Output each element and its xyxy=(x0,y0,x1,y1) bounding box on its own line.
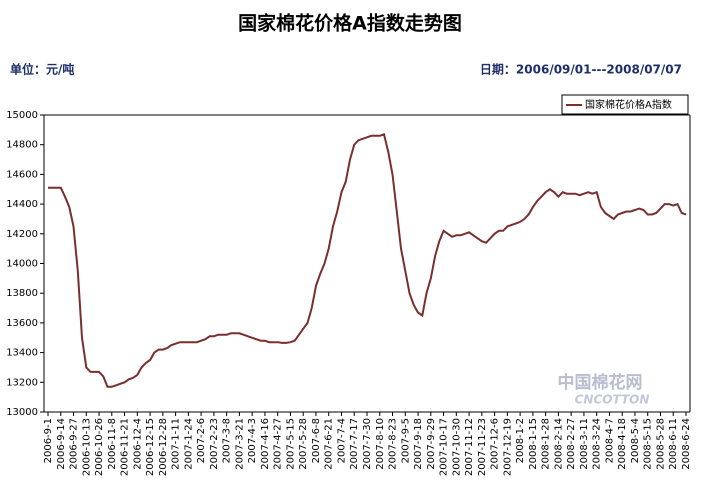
x-tick-label: 2007-10-30 xyxy=(451,418,462,476)
y-tick-label: 14600 xyxy=(6,169,38,180)
x-tick-label: 2007-8-23 xyxy=(388,418,399,470)
y-tick-label: 14800 xyxy=(6,140,38,151)
x-tick-label: 2008-4-18 xyxy=(617,418,628,470)
watermark-sub: CNCOTTON xyxy=(575,393,650,407)
y-tick-label: 15000 xyxy=(6,110,38,121)
x-tick-label: 2007-7-17 xyxy=(349,418,360,470)
y-tick-label: 14000 xyxy=(6,259,38,270)
x-tick-label: 2007-9-5 xyxy=(400,418,411,463)
y-tick-label: 13000 xyxy=(6,407,38,418)
x-tick-label: 2006-9-27 xyxy=(69,418,80,470)
unit-label: 单位：元/吨 xyxy=(10,62,74,77)
legend-label: 国家棉花价格A指数 xyxy=(585,98,672,111)
x-tick-label: 2008-2-27 xyxy=(566,418,577,470)
y-tick-label: 14400 xyxy=(6,199,38,210)
x-tick-label: 2006-12-4 xyxy=(132,418,143,470)
x-tick-label: 2006-11-8 xyxy=(107,418,118,470)
watermark: 中国棉花网 xyxy=(558,372,643,393)
y-tick-label: 13200 xyxy=(6,377,38,388)
x-tick-label: 2007-9-29 xyxy=(426,418,437,470)
x-tick-label: 2007-9-18 xyxy=(413,418,424,470)
x-tick-label: 2007-11-12 xyxy=(464,418,475,476)
x-tick-label: 2007-2-6 xyxy=(196,418,207,463)
legend-box xyxy=(561,94,689,115)
x-tick-label: 2007-4-27 xyxy=(273,418,284,470)
x-tick-label: 2007-3-8 xyxy=(222,418,233,463)
x-tick-label: 2008-3-11 xyxy=(579,418,590,470)
x-tick-label: 2007-11-23 xyxy=(477,418,488,476)
chart-title: 国家棉花价格A指数走势图 xyxy=(238,12,462,35)
x-tick-label: 2008-5-4 xyxy=(630,418,641,463)
x-tick-label: 2007-4-16 xyxy=(260,418,271,470)
x-tick-label: 2008-6-11 xyxy=(668,418,679,470)
x-tick-label: 2008-1-2 xyxy=(515,418,526,463)
x-tick-label: 2007-8-10 xyxy=(375,418,386,470)
x-tick-label: 2007-10-17 xyxy=(439,418,450,476)
x-tick-label: 2008-5-28 xyxy=(655,418,666,470)
x-tick-label: 2007-7-30 xyxy=(362,418,373,470)
x-tick-label: 2008-1-15 xyxy=(528,418,539,470)
y-tick-label: 13600 xyxy=(6,318,38,329)
x-tick-label: 2006-9-1 xyxy=(43,418,54,463)
x-tick-label: 2006-10-26 xyxy=(94,418,105,476)
x-tick-label: 2007-12-19 xyxy=(502,418,513,476)
x-tick-label: 2006-12-15 xyxy=(145,418,156,476)
x-tick-label: 2007-2-23 xyxy=(209,418,220,470)
x-tick-label: 2007-6-21 xyxy=(324,418,335,470)
y-tick-label: 13400 xyxy=(6,348,38,359)
x-tick-label: 2006-12-28 xyxy=(158,418,169,476)
y-tick-label: 13800 xyxy=(6,288,38,299)
x-tick-label: 2007-5-28 xyxy=(298,418,309,470)
x-tick-label: 2008-3-24 xyxy=(592,418,603,470)
x-tick-label: 2008-2-14 xyxy=(553,418,564,470)
x-tick-label: 2007-1-11 xyxy=(171,418,182,470)
x-tick-label: 2006-9-14 xyxy=(56,418,67,470)
x-tick-label: 2007-6-8 xyxy=(311,418,322,463)
x-tick-label: 2008-1-28 xyxy=(541,418,552,470)
x-tick-label: 2007-1-24 xyxy=(183,418,194,470)
x-tick-label: 2007-5-15 xyxy=(285,418,296,470)
x-tick-label: 2008-4-7 xyxy=(604,418,615,463)
x-tick-label: 2007-7-4 xyxy=(336,418,347,463)
series-line xyxy=(48,132,687,388)
x-tick-label: 2008-5-15 xyxy=(643,418,654,470)
x-tick-label: 2006-11-21 xyxy=(120,418,131,476)
date-label: 日期：2006/09/01---2008/07/07 xyxy=(480,62,682,77)
x-tick-label: 2008-6-24 xyxy=(681,418,692,470)
x-tick-label: 2007-4-3 xyxy=(247,418,258,463)
x-tick-label: 2007-12-6 xyxy=(490,418,501,470)
x-tick-label: 2006-10-13 xyxy=(81,418,92,476)
x-tick-label: 2007-3-21 xyxy=(234,418,245,470)
y-tick-label: 14200 xyxy=(6,229,38,240)
